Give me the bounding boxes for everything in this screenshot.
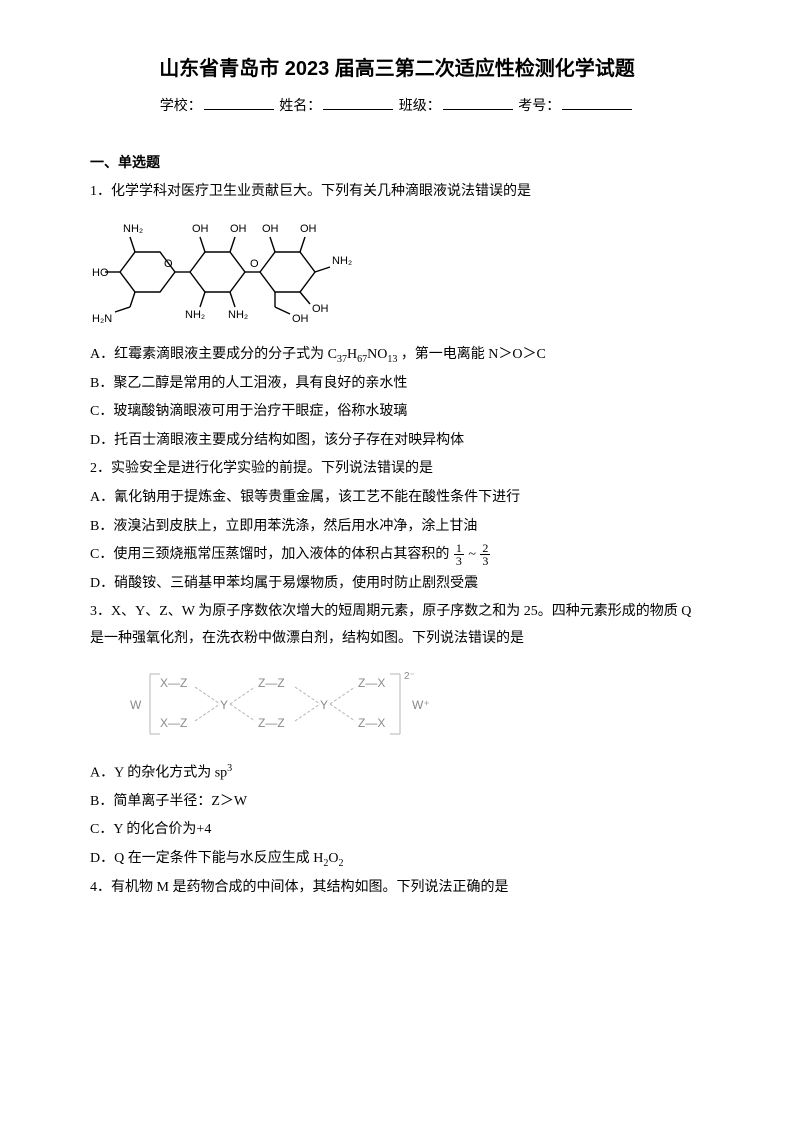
- svg-text:X—Z: X—Z: [160, 716, 187, 730]
- svg-text:NH₂: NH₂: [123, 223, 143, 235]
- page-title: 山东省青岛市 2023 届高三第二次适应性检测化学试题: [90, 50, 704, 88]
- svg-text:OH: OH: [292, 313, 309, 325]
- name-label: 姓名：: [279, 99, 321, 114]
- school-label: 学校：: [160, 99, 202, 114]
- svg-text:Z—Z: Z—Z: [258, 716, 285, 730]
- school-blank[interactable]: [204, 94, 274, 110]
- svg-text:Y: Y: [220, 698, 228, 712]
- class-label: 班级：: [399, 99, 441, 114]
- q1-optA: A．红霉素滴眼液主要成分的分子式为 C37H67NO13 ，第一电离能 N＞O＞…: [90, 342, 704, 369]
- q1-structure-diagram: NH₂ HO H₂N O OH OH NH₂ NH₂ O OH OH NH₂ O…: [90, 212, 704, 332]
- svg-text:Z—X: Z—X: [358, 676, 385, 690]
- svg-text:O: O: [164, 258, 173, 270]
- svg-text:NH₂: NH₂: [185, 309, 205, 321]
- svg-text:2⁻: 2⁻: [404, 671, 415, 682]
- svg-text:W⁺: W⁺: [412, 698, 430, 712]
- svg-text:Z—X: Z—X: [358, 716, 385, 730]
- student-info-row: 学校： 姓名： 班级： 考号：: [90, 94, 704, 121]
- exam-label: 考号：: [518, 99, 560, 114]
- svg-text:H₂N: H₂N: [92, 313, 112, 325]
- q2-optB: B．液溴沾到皮肤上，立即用苯洗涤，然后用水冲净，涂上甘油: [90, 514, 704, 541]
- svg-text:OH: OH: [192, 223, 209, 235]
- svg-text:X—Z: X—Z: [160, 676, 187, 690]
- svg-text:NH₂: NH₂: [332, 255, 352, 267]
- q1-optB: B．聚乙二醇是常用的人工泪液，具有良好的亲水性: [90, 371, 704, 398]
- svg-text:HO: HO: [92, 267, 109, 279]
- q1-stem: 1．化学学科对医疗卫生业贡献巨大。下列有关几种滴眼液说法错误的是: [90, 179, 704, 206]
- svg-text:OH: OH: [300, 223, 317, 235]
- svg-text:OH: OH: [262, 223, 279, 235]
- q1-optC: C．玻璃酸钠滴眼液可用于治疗干眼症，俗称水玻璃: [90, 399, 704, 426]
- q3-optD: D．Q 在一定条件下能与水反应生成 H2O2: [90, 846, 704, 873]
- section-heading: 一、单选题: [90, 151, 704, 178]
- q2-optA: A．氰化钠用于提炼金、银等贵重金属，该工艺不能在酸性条件下进行: [90, 485, 704, 512]
- svg-text:Z—Z: Z—Z: [258, 676, 285, 690]
- q3-optA: A．Y 的杂化方式为 sp3: [90, 759, 704, 787]
- svg-text:W: W: [130, 698, 142, 712]
- q2-optD: D．硝酸铵、三硝基甲苯均属于易爆物质，使用时防止剧烈受震: [90, 571, 704, 598]
- exam-blank[interactable]: [562, 94, 632, 110]
- q2-optC: C．使用三颈烧瓶常压蒸馏时，加入液体的体积占其容积的 13 ~ 23: [90, 542, 704, 569]
- name-blank[interactable]: [323, 94, 393, 110]
- svg-text:NH₂: NH₂: [228, 309, 248, 321]
- q3-stem: 3．X、Y、Z、W 为原子序数依次增大的短周期元素，原子序数之和为 25。四种元…: [90, 599, 704, 652]
- svg-text:O: O: [250, 258, 259, 270]
- q3-optB: B．简单离子半径：Z＞W: [90, 789, 704, 816]
- q3-optC: C．Y 的化合价为+4: [90, 817, 704, 844]
- q4-stem: 4．有机物 M 是药物合成的中间体，其结构如图。下列说法正确的是: [90, 875, 704, 902]
- svg-text:OH: OH: [312, 303, 329, 315]
- q2-stem: 2．实验安全是进行化学实验的前提。下列说法错误的是: [90, 456, 704, 483]
- svg-text:OH: OH: [230, 223, 247, 235]
- q3-structure-diagram: W X—Z X—Z Y Z—Z Z—Z Y Z—X Z—X 2⁻ W⁺: [120, 659, 704, 749]
- q1-optD: D．托百士滴眼液主要成分结构如图，该分子存在对映异构体: [90, 428, 704, 455]
- svg-text:Y: Y: [320, 698, 328, 712]
- class-blank[interactable]: [443, 94, 513, 110]
